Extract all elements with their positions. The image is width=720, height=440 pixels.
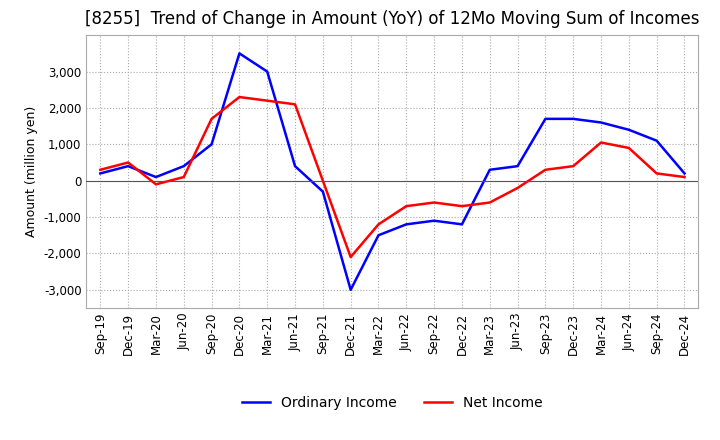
Net Income — [152, 182, 161, 187]
Ordinary Income — [374, 233, 383, 238]
Ordinary Income — [485, 167, 494, 172]
Ordinary Income — [179, 164, 188, 169]
Ordinary Income — [318, 189, 327, 194]
Title: [8255]  Trend of Change in Amount (YoY) of 12Mo Moving Sum of Incomes: [8255] Trend of Change in Amount (YoY) o… — [85, 10, 700, 28]
Ordinary Income — [652, 138, 661, 143]
Line: Net Income: Net Income — [100, 97, 685, 257]
Net Income — [179, 174, 188, 180]
Y-axis label: Amount (million yen): Amount (million yen) — [25, 106, 38, 237]
Ordinary Income — [124, 164, 132, 169]
Net Income — [597, 140, 606, 145]
Ordinary Income — [624, 127, 633, 132]
Ordinary Income — [291, 164, 300, 169]
Ordinary Income — [430, 218, 438, 224]
Ordinary Income — [541, 116, 550, 121]
Net Income — [569, 164, 577, 169]
Net Income — [624, 145, 633, 150]
Net Income — [402, 204, 410, 209]
Net Income — [541, 167, 550, 172]
Net Income — [235, 95, 243, 100]
Net Income — [96, 167, 104, 172]
Net Income — [652, 171, 661, 176]
Net Income — [680, 174, 689, 180]
Ordinary Income — [597, 120, 606, 125]
Ordinary Income — [207, 142, 216, 147]
Net Income — [263, 98, 271, 103]
Ordinary Income — [346, 287, 355, 293]
Ordinary Income — [152, 174, 161, 180]
Ordinary Income — [235, 51, 243, 56]
Ordinary Income — [263, 69, 271, 74]
Line: Ordinary Income: Ordinary Income — [100, 53, 685, 290]
Net Income — [318, 178, 327, 183]
Net Income — [458, 204, 467, 209]
Ordinary Income — [96, 171, 104, 176]
Net Income — [291, 102, 300, 107]
Ordinary Income — [680, 171, 689, 176]
Net Income — [485, 200, 494, 205]
Net Income — [124, 160, 132, 165]
Net Income — [207, 116, 216, 121]
Net Income — [513, 185, 522, 191]
Net Income — [430, 200, 438, 205]
Net Income — [374, 222, 383, 227]
Ordinary Income — [569, 116, 577, 121]
Ordinary Income — [402, 222, 410, 227]
Ordinary Income — [513, 164, 522, 169]
Ordinary Income — [458, 222, 467, 227]
Net Income — [346, 254, 355, 260]
Legend: Ordinary Income, Net Income: Ordinary Income, Net Income — [236, 391, 549, 416]
